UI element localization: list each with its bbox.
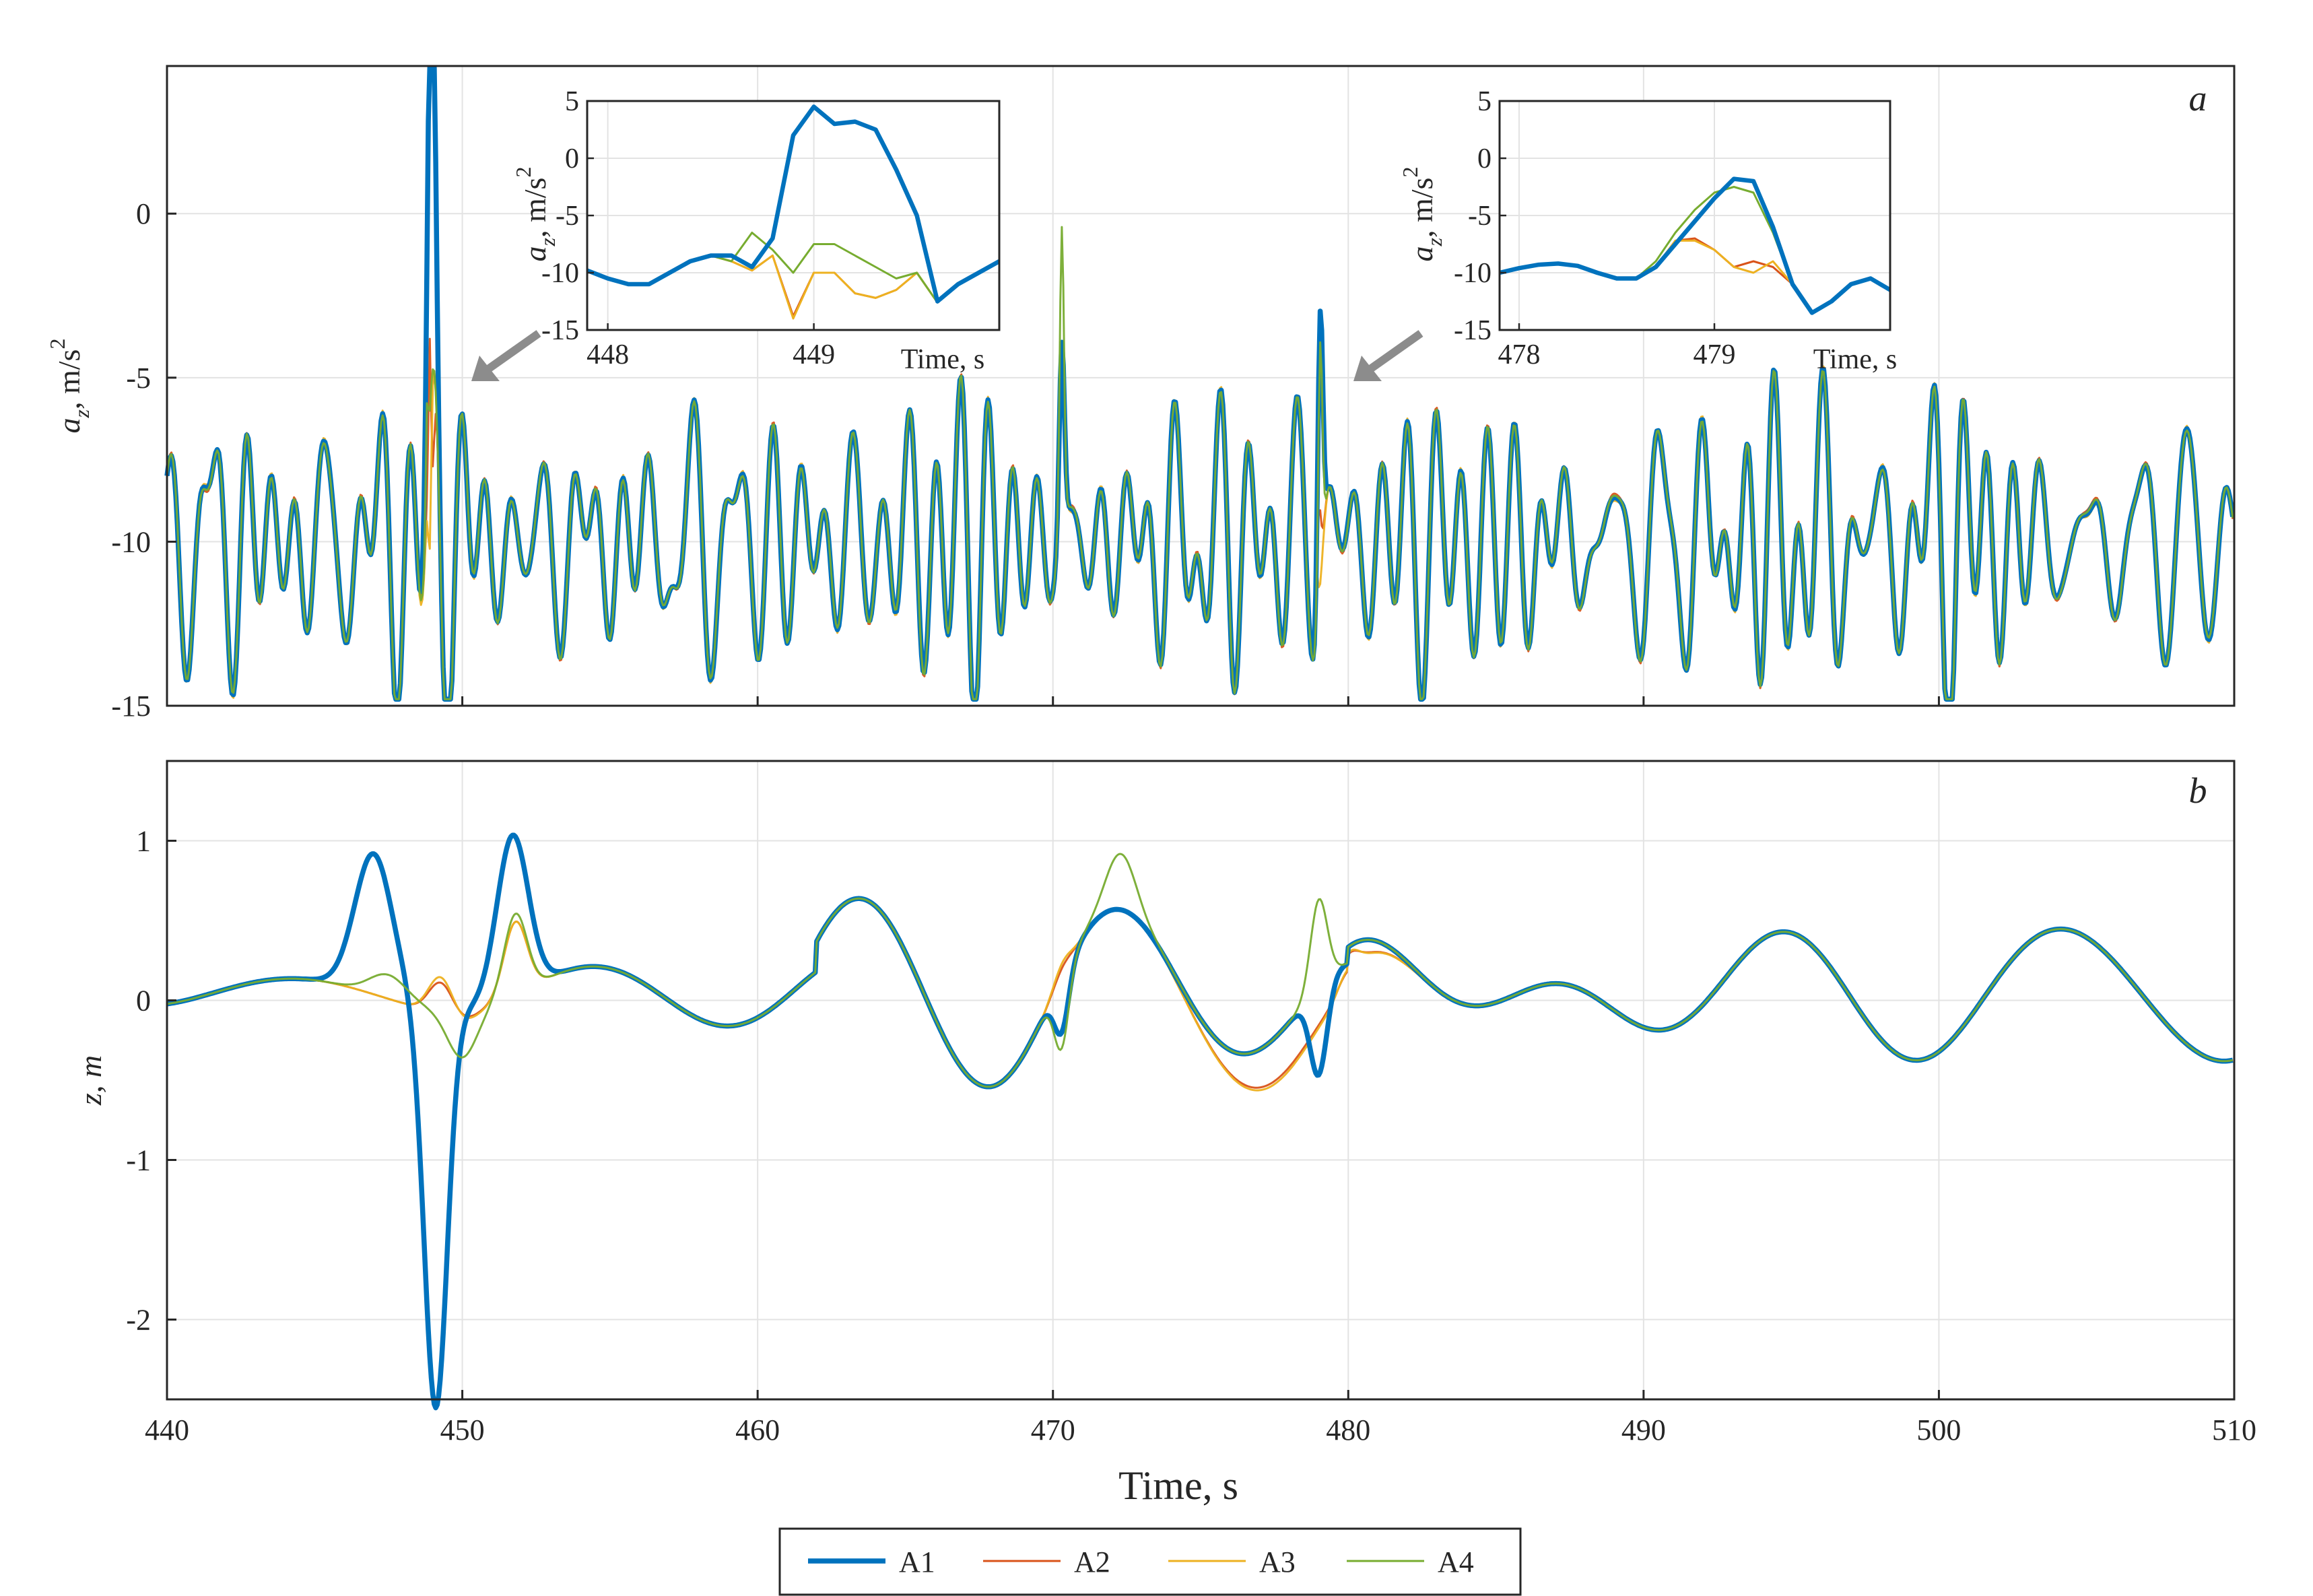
panel-a-ylabel-unit: , m/s <box>52 350 86 409</box>
inset-1-ylabel-unit: , m/s <box>518 178 552 238</box>
series-line-a4 <box>166 853 2234 1088</box>
panel-a-frame <box>166 65 2236 707</box>
legend: A1 A2 A3 A4 <box>778 1527 1522 1596</box>
y-tick-label: -15 <box>111 690 151 723</box>
inset-series-a1 <box>586 104 1001 304</box>
inset-1-ylabel-sub: z <box>535 237 560 246</box>
x-tick-label: 448 <box>586 339 629 370</box>
panel-b: 1 0 -1 -2 440 450 460 470 480 490 500 510 b z, m Ti… <box>73 760 2256 1508</box>
panel-a-y-axis-title: az, m/s2 <box>45 339 94 434</box>
legend-label-a3: A3 <box>1259 1545 1296 1578</box>
y-tick-label: -15 <box>1454 315 1491 346</box>
inset-2-ylabel-symbol: a <box>1405 246 1439 261</box>
panel-b-x-axis-title: Time, s <box>1118 1463 1238 1508</box>
x-tick-label: 470 <box>1031 1414 1075 1447</box>
inset-2-series <box>1499 176 1891 315</box>
inset-1-x-axis-title: Time, s <box>901 344 985 375</box>
inset-1-ylabel-sup: 2 <box>511 167 535 178</box>
panel-a-ylabel-symbol: a <box>52 418 86 433</box>
y-tick-label: 0 <box>565 143 579 174</box>
x-tick-label: 460 <box>735 1414 780 1447</box>
inset-2-ylabel-sup: 2 <box>1398 167 1422 178</box>
y-tick-label: -2 <box>126 1304 151 1337</box>
panel-a-label: a <box>2189 78 2207 119</box>
legend-label-a2: A2 <box>1074 1545 1110 1578</box>
y-tick-label: -5 <box>1468 201 1491 232</box>
panel-b-series <box>166 832 2234 1411</box>
x-tick-label: 510 <box>2212 1414 2256 1447</box>
y-tick-label: -1 <box>126 1144 151 1177</box>
inset-2-ylabel-unit: , m/s <box>1405 178 1439 238</box>
y-tick-label: 1 <box>136 825 151 858</box>
panel-a-series <box>164 65 2236 702</box>
y-tick-label: -5 <box>556 201 579 232</box>
y-tick-label: 0 <box>1477 143 1491 174</box>
arrow-icon <box>1353 330 1423 381</box>
arrow-icon <box>471 330 541 381</box>
y-tick-label: -5 <box>126 362 151 395</box>
x-tick-label: 478 <box>1498 339 1541 370</box>
inset-1-series <box>586 104 1001 320</box>
y-tick-label: 5 <box>1477 86 1491 117</box>
inset-2-x-axis-title: Time, s <box>1813 344 1898 375</box>
inset-2-y-axis-title: az, m/s2 <box>1398 167 1446 262</box>
x-tick-label: 479 <box>1694 339 1736 370</box>
panel-b-label: b <box>2189 770 2207 811</box>
y-tick-label: -15 <box>541 315 579 346</box>
panel-b-ticks: 1 0 -1 -2 440 450 460 470 480 490 500 510 <box>126 825 2256 1447</box>
panel-b-y-axis-title: z, m <box>73 1055 108 1106</box>
y-tick-label: -10 <box>111 525 151 558</box>
x-tick-label: 450 <box>440 1414 485 1447</box>
legend-label-a1: A1 <box>899 1545 935 1578</box>
inset-2-grid <box>1500 101 1890 330</box>
panel-b-frame <box>166 760 2236 1401</box>
panel-a: 0-5-10-15 a az, m/s2 <box>45 65 2236 723</box>
panel-a-y-ticks: 0 -5 -10 -15 <box>111 197 2236 723</box>
inset-1-ylabel-symbol: a <box>518 246 552 261</box>
y-tick-label: 0 <box>136 197 151 230</box>
y-tick-label: 5 <box>565 86 579 117</box>
panel-a-ylabel-sup: 2 <box>45 339 69 350</box>
y-tick-label: -10 <box>1454 258 1491 289</box>
x-tick-label: 480 <box>1326 1414 1370 1447</box>
inset-2-ylabel-sub: z <box>1422 237 1446 246</box>
panel-a-ylabel-sub: z <box>69 409 94 418</box>
y-tick-label: -10 <box>541 258 579 289</box>
x-tick-label: 440 <box>145 1414 189 1447</box>
series-line-a4 <box>166 226 2234 700</box>
inset-series-a1 <box>1499 176 1891 315</box>
y-tick-label: 0 <box>136 985 151 1018</box>
inset-1-y-axis-title: az, m/s2 <box>511 167 560 262</box>
legend-label-a4: A4 <box>1438 1545 1474 1578</box>
x-tick-label: 490 <box>1621 1414 1666 1447</box>
x-tick-label: 500 <box>1916 1414 1961 1447</box>
x-tick-label: 449 <box>793 339 835 370</box>
